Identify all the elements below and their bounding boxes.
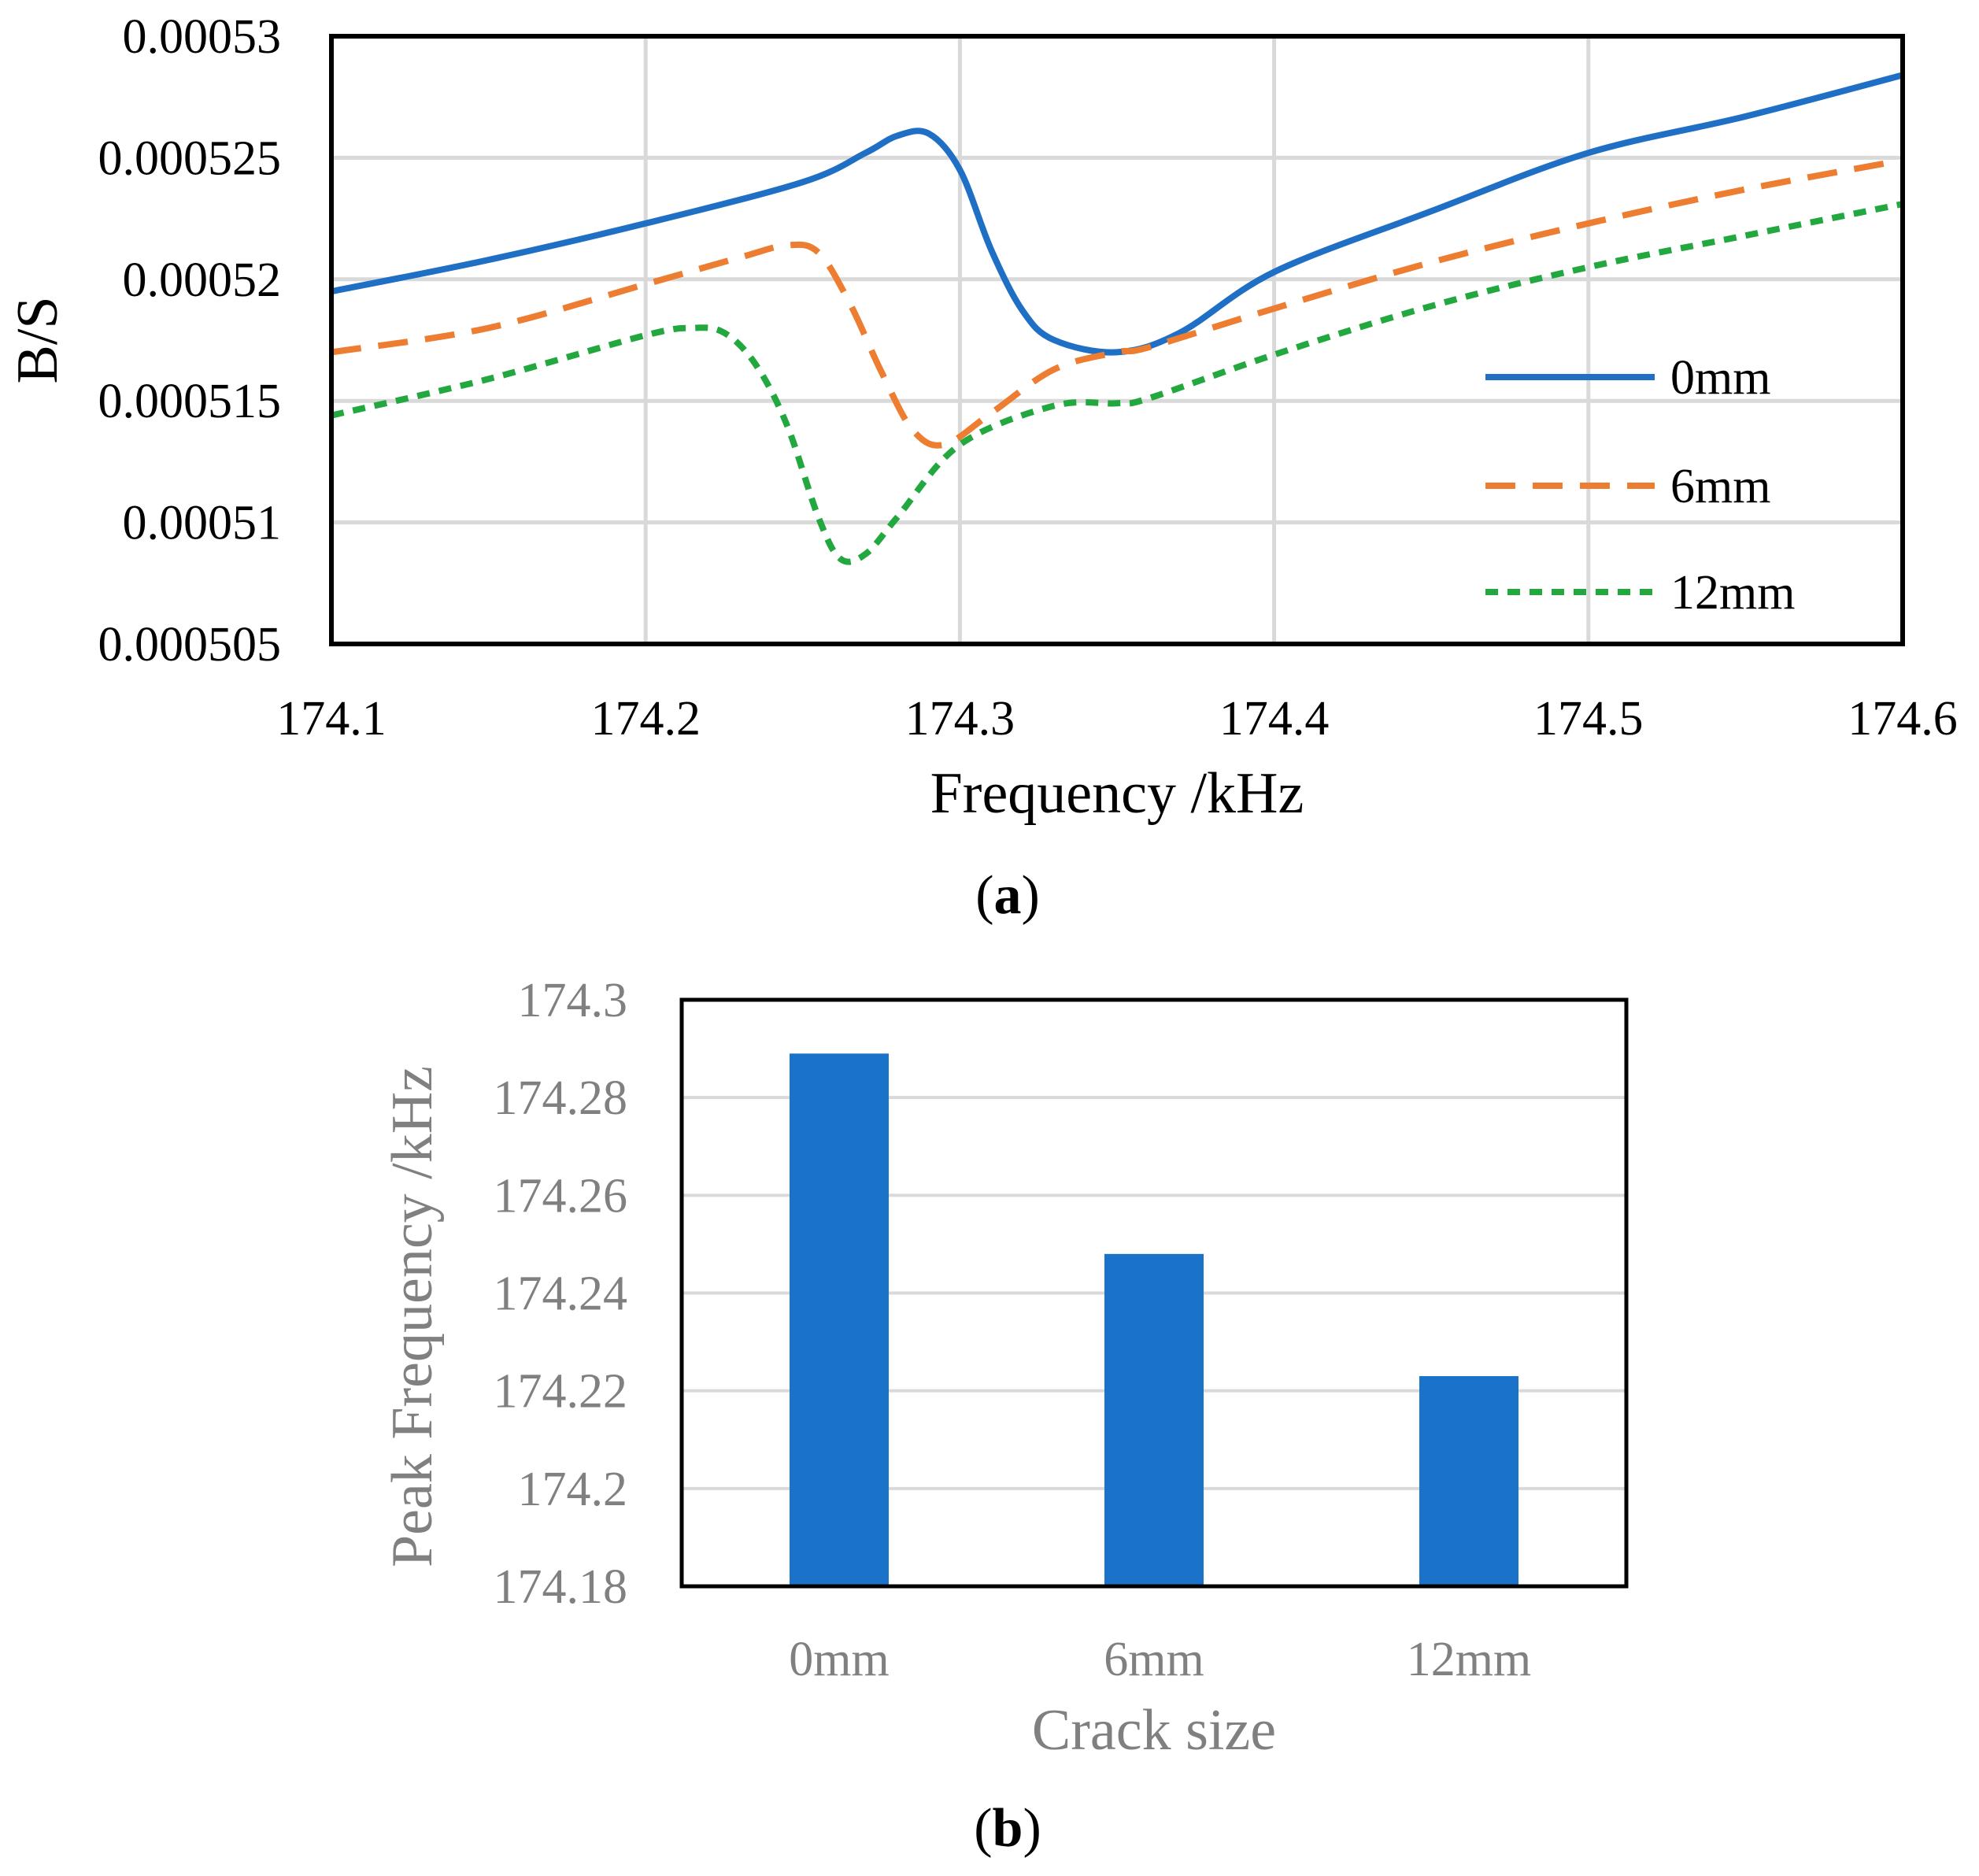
a-y-axis-title: B/S [6,296,70,383]
a-legend-label-12mm: 12mm [1670,566,1795,620]
b-plot-frame [679,997,1629,1589]
b-y-tick-2: 174.22 [494,1365,628,1419]
b-panel-label: (b) [974,1798,1041,1859]
a-y-tick-3: 0.00052 [123,253,282,307]
a-legend-label-0mm: 0mm [1670,351,1770,405]
a-series-group [331,72,1904,565]
a-legend: 0mm 6mm 12mm [1485,351,1795,620]
a-series-line-12mm [331,201,1903,565]
b-x-tick-2: 12mm [1407,1633,1531,1686]
b-bar-6mm [1104,1253,1204,1586]
a-plot-frame [329,34,1905,646]
a-y-tick-labels: 0.000505 0.00051 0.000515 0.00052 0.000525 0.… [98,10,282,672]
a-y-tick-4: 0.000525 [98,131,282,185]
a-y-tick-0: 0.000505 [98,618,282,672]
b-x-axis-title: Crack size [1032,1698,1276,1763]
line-chart-panel-a: 0.000505 0.00051 0.000515 0.00052 0.000525 0.… [6,10,1958,926]
a-gridlines [329,34,1905,646]
b-x-tick-labels: 0mm 6mm 12mm [789,1633,1531,1686]
a-x-tick-labels: 174.1 174.2 174.3 174.4 174.5 174.6 [276,692,1958,746]
bar-chart-panel-b: 174.18 174.2 174.22 174.24 174.26 174.28 174.3… [380,974,1629,1859]
a-series-line-0mm [331,72,1904,356]
b-y-tick-6: 174.3 [518,974,628,1027]
a-x-tick-4: 174.5 [1533,692,1644,746]
a-legend-label-6mm: 6mm [1670,460,1770,513]
b-bar-12mm [1419,1376,1518,1586]
b-x-tick-1: 6mm [1104,1633,1204,1686]
b-y-tick-labels: 174.18 174.2 174.22 174.24 174.26 174.28 174.3 [494,974,628,1614]
b-y-tick-1: 174.2 [518,1463,628,1516]
b-y-tick-0: 174.18 [494,1560,628,1614]
a-x-tick-1: 174.2 [590,692,701,746]
a-x-tick-2: 174.3 [905,692,1015,746]
a-y-tick-5: 0.00053 [123,10,282,64]
a-x-tick-0: 174.1 [276,692,387,746]
a-series-line-6mm [331,157,1903,449]
b-y-tick-5: 174.28 [494,1071,628,1125]
a-panel-label: (a) [975,865,1040,926]
a-y-tick-2: 0.000515 [98,375,282,428]
b-bars-group [790,1053,1518,1586]
a-x-tick-5: 174.6 [1848,692,1958,746]
b-y-tick-3: 174.24 [494,1267,628,1321]
b-x-tick-0: 0mm [789,1633,889,1686]
a-y-tick-1: 0.00051 [123,497,282,550]
b-bar-0mm [790,1053,889,1586]
b-y-tick-4: 174.26 [494,1169,628,1223]
b-y-axis-title: Peak Frequency /kHz [380,1066,445,1567]
a-x-tick-3: 174.4 [1219,692,1330,746]
a-x-axis-title: Frequency /kHz [930,761,1304,826]
